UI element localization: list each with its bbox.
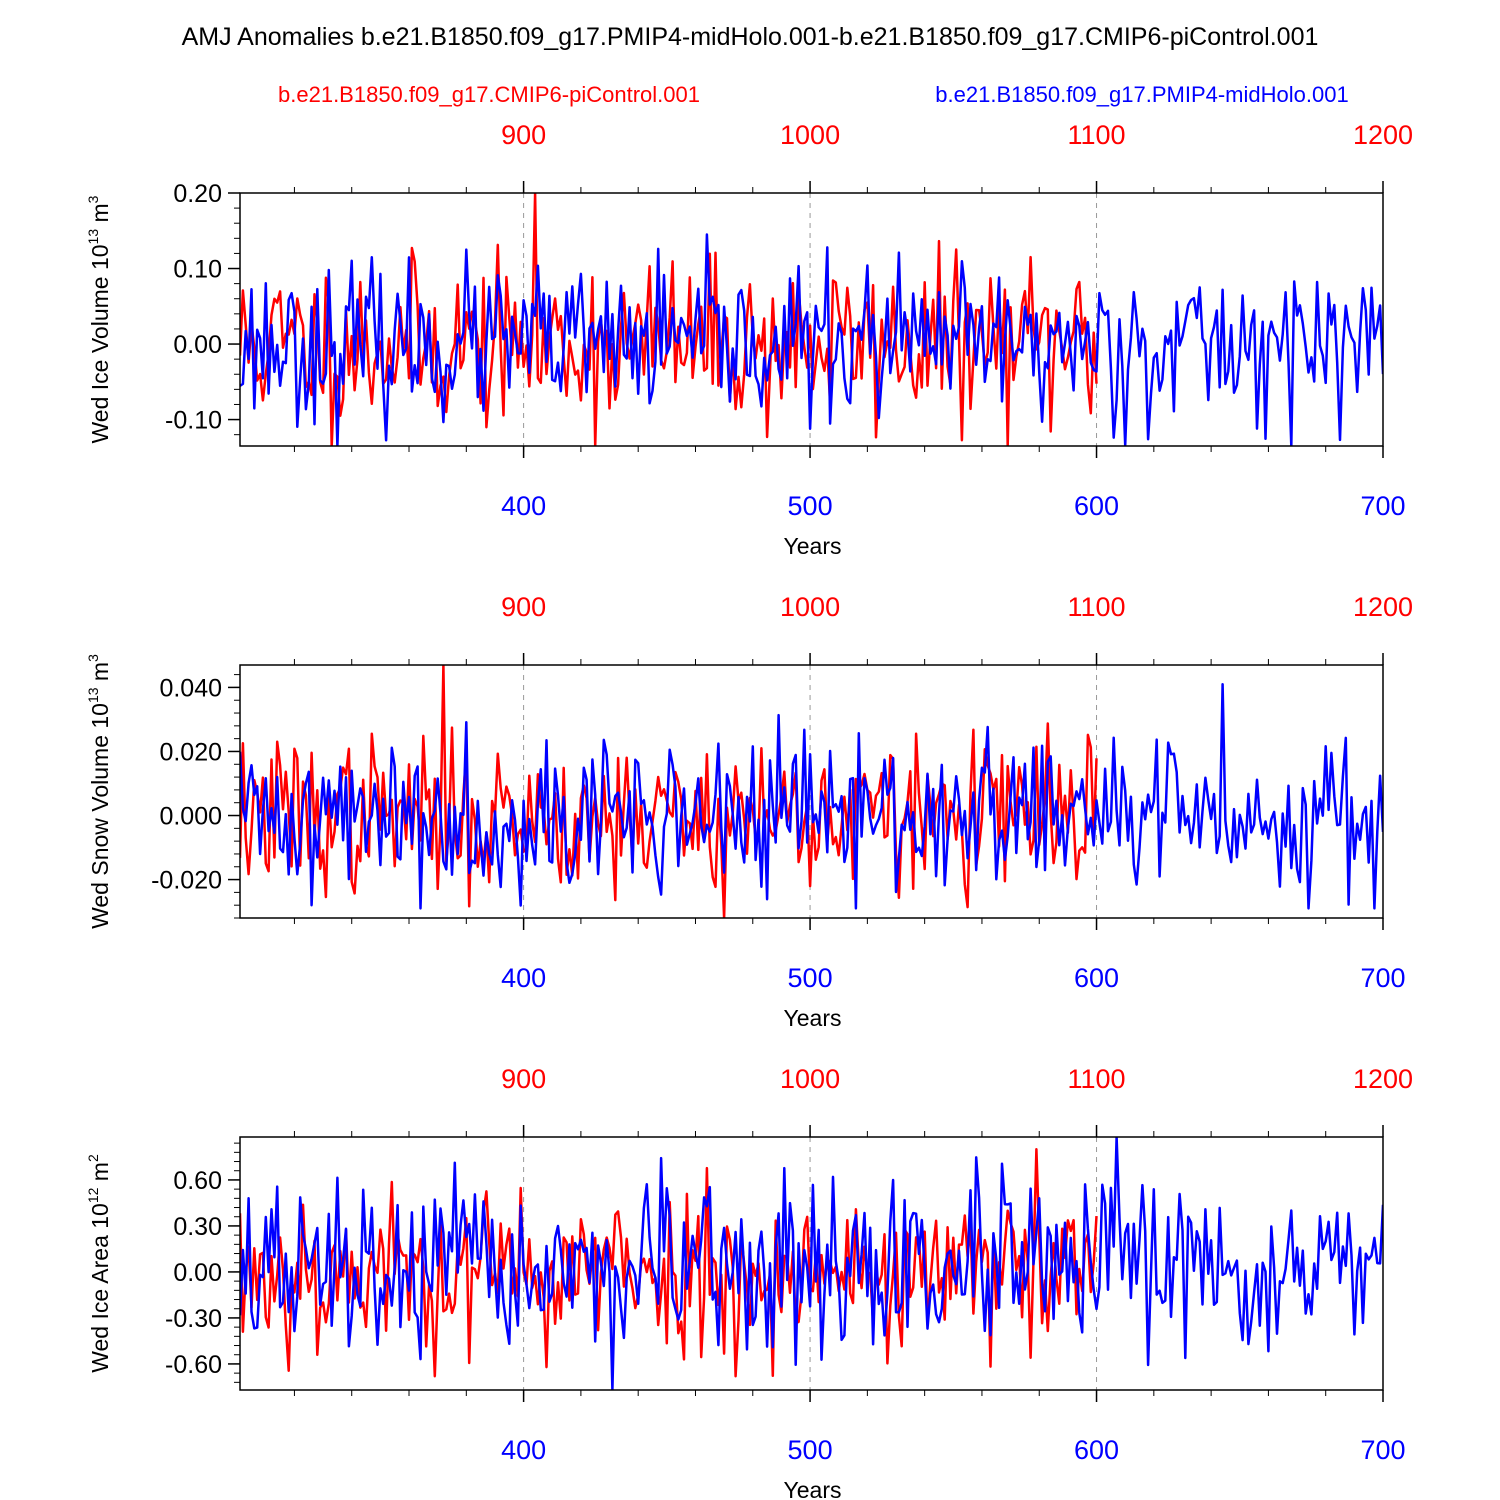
x-tick-label-top: 1200 xyxy=(1353,120,1413,150)
y-axis-label: Wed Ice Area 1012 m2 xyxy=(85,1154,113,1373)
y-tick-label: 0.30 xyxy=(173,1213,222,1241)
x-tick-label-bottom: 600 xyxy=(1074,1435,1119,1465)
y-tick-label: -0.60 xyxy=(165,1351,222,1379)
series-line-midholo xyxy=(240,1137,1383,1390)
y-tick-label: 0.040 xyxy=(159,674,222,702)
x-tick-label-bottom: 700 xyxy=(1360,491,1405,521)
x-tick-label-bottom: 500 xyxy=(788,963,833,993)
x-tick-label-bottom: 700 xyxy=(1360,963,1405,993)
x-tick-label-top: 1100 xyxy=(1068,592,1126,622)
x-tick-label-top: 900 xyxy=(501,120,546,150)
series-line-picontrol xyxy=(240,1148,1098,1378)
x-tick-label-bottom: 400 xyxy=(501,963,546,993)
x-tick-label-bottom: 500 xyxy=(788,491,833,521)
plot-frame xyxy=(239,664,1384,919)
y-tick-label: -0.10 xyxy=(165,407,222,435)
panel-1: 0.20 0.10 0.00 -0.10 400 500 600 700 900 1000 1100… xyxy=(85,120,1413,559)
x-tick-label-top: 1000 xyxy=(780,120,840,150)
panels: 0.20 0.10 0.00 -0.10 400 500 600 700 900 1000 1100… xyxy=(85,120,1413,1500)
x-tick-label-top: 900 xyxy=(501,592,546,622)
y-tick-label: 0.60 xyxy=(173,1167,222,1195)
x-tick-label-bottom: 400 xyxy=(501,1435,546,1465)
x-tick-label-top: 900 xyxy=(501,1064,546,1094)
x-tick-label-bottom: 500 xyxy=(788,1435,833,1465)
panel-3: 0.60 0.30 0.00 -0.30 -0.60 400 500 600 700 900 100… xyxy=(85,1064,1413,1500)
y-axis-label: Wed Ice Volume 1013 m3 xyxy=(85,195,113,443)
x-tick-label-bottom: 600 xyxy=(1074,491,1119,521)
y-tick-label: 0.10 xyxy=(173,256,222,284)
series-line-midholo xyxy=(240,233,1383,446)
y-tick-label: -0.020 xyxy=(151,867,222,895)
x-axis-label: Years xyxy=(784,1005,842,1031)
legend-control-label: b.e21.B1850.f09_g17.CMIP6-piControl.001 xyxy=(278,82,700,107)
y-axis-label: Wed Snow Volume 1013 m3 xyxy=(85,654,113,929)
panel-2: 0.040 0.020 0.000 -0.020 400 500 600 700 900 1000… xyxy=(85,592,1413,1031)
x-tick-label-top: 1000 xyxy=(780,592,840,622)
y-tick-label: 0.00 xyxy=(173,331,222,359)
y-tick-label: 0.00 xyxy=(173,1259,222,1287)
plot-frame xyxy=(239,192,1384,447)
y-tick-label: 0.000 xyxy=(159,803,222,831)
x-tick-label-top: 1000 xyxy=(780,1064,840,1094)
plot-frame xyxy=(239,1136,1384,1391)
x-tick-label-top: 1100 xyxy=(1068,120,1126,150)
series-line-midholo xyxy=(240,682,1383,910)
y-tick-label: 0.20 xyxy=(173,180,222,208)
y-tick-label: -0.30 xyxy=(165,1305,222,1333)
x-tick-label-top: 1200 xyxy=(1353,592,1413,622)
x-axis-label: Years xyxy=(784,1477,842,1500)
legend-midholo-label: b.e21.B1850.f09_g17.PMIP4-midHolo.001 xyxy=(935,82,1348,107)
x-axis-label: Years xyxy=(784,533,842,559)
y-tick-label: 0.020 xyxy=(159,738,222,766)
x-tick-label-bottom: 600 xyxy=(1074,963,1119,993)
x-tick-label-bottom: 700 xyxy=(1360,1435,1405,1465)
figure-title: AMJ Anomalies b.e21.B1850.f09_g17.PMIP4-… xyxy=(182,23,1319,51)
x-tick-label-top: 1200 xyxy=(1353,1064,1413,1094)
x-tick-label-bottom: 400 xyxy=(501,491,546,521)
series-line-picontrol xyxy=(240,193,1098,446)
x-tick-label-top: 1100 xyxy=(1068,1064,1126,1094)
